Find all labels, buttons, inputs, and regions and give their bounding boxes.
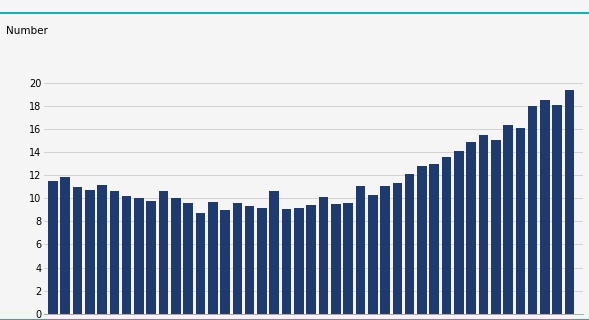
Bar — [540, 100, 550, 314]
Bar — [220, 210, 230, 314]
Bar — [368, 195, 378, 314]
Bar — [110, 191, 119, 314]
Bar — [233, 203, 242, 314]
Bar — [183, 203, 193, 314]
Bar — [503, 125, 513, 314]
Bar — [85, 190, 94, 314]
Bar — [48, 181, 58, 314]
Bar — [196, 213, 205, 314]
Bar — [208, 202, 217, 314]
Bar — [405, 174, 415, 314]
Bar — [552, 105, 562, 314]
Bar — [466, 142, 476, 314]
Bar — [257, 208, 267, 314]
Bar — [147, 201, 156, 314]
Bar — [319, 197, 328, 314]
Bar — [60, 177, 70, 314]
Bar — [343, 203, 353, 314]
Bar — [97, 185, 107, 314]
Bar — [392, 183, 402, 314]
Bar — [134, 198, 144, 314]
Bar — [442, 157, 451, 314]
Bar — [282, 209, 292, 314]
Bar — [491, 140, 501, 314]
Bar — [306, 205, 316, 314]
Bar — [356, 186, 365, 314]
Bar — [380, 186, 390, 314]
Bar — [270, 191, 279, 314]
Bar — [294, 208, 304, 314]
Bar — [454, 151, 464, 314]
Bar — [245, 206, 254, 314]
Bar — [331, 204, 340, 314]
Bar — [565, 90, 574, 314]
Bar — [479, 135, 488, 314]
Bar — [171, 198, 181, 314]
Bar — [429, 164, 439, 314]
Bar — [515, 128, 525, 314]
Bar — [72, 187, 82, 314]
Bar — [122, 196, 131, 314]
Bar — [528, 106, 537, 314]
Text: Number: Number — [6, 26, 48, 36]
Bar — [158, 191, 168, 314]
Bar — [417, 166, 426, 314]
